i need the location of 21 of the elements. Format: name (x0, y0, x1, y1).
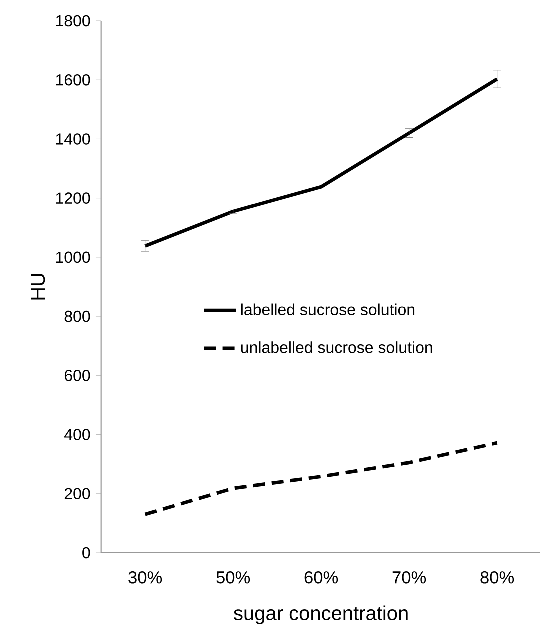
line-series (144, 441, 500, 516)
y-tick-label: 600 (64, 370, 90, 382)
x-tick-label: 30% (128, 571, 162, 584)
y-axis-title: HU (31, 274, 46, 300)
legend-label: unlabelled sucrose solution (241, 342, 432, 354)
y-tick-label: 800 (64, 310, 90, 322)
line-series (144, 77, 500, 248)
y-tick-label: 400 (64, 429, 90, 440)
y-tick-label: 1200 (56, 192, 90, 204)
y-tick-label: 1000 (56, 252, 90, 264)
x-axis-title: sugar concentration (234, 606, 408, 624)
x-tick-label: 50% (216, 571, 250, 584)
y-tick-label: 1400 (56, 134, 90, 145)
y-tick-label: 1600 (56, 74, 90, 86)
legend-label: labelled sucrose solution (241, 304, 415, 316)
y-tick-label: 200 (64, 488, 90, 500)
x-tick-label: 80% (480, 571, 514, 584)
y-tick-label: 1800 (56, 15, 90, 27)
x-tick-label: 70% (392, 571, 426, 584)
y-tick-label: 0 (82, 547, 90, 559)
x-tick-label: 60% (304, 571, 338, 584)
